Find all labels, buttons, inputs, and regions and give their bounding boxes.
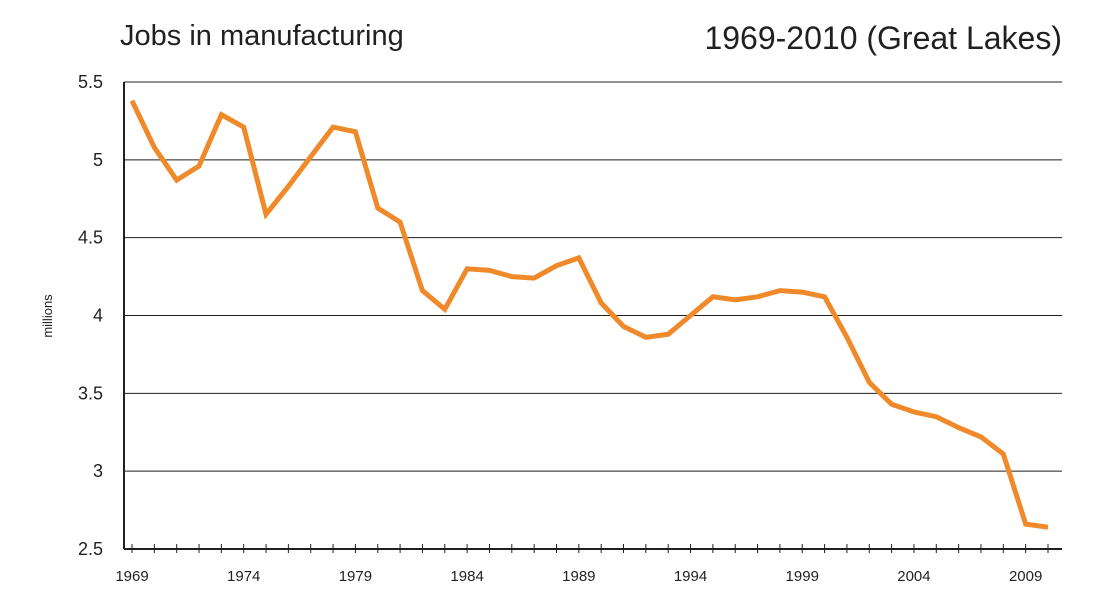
x-tick-label: 1974 (227, 568, 260, 585)
x-tick-label: 1999 (786, 568, 819, 585)
y-tick-label: 3.5 (78, 383, 103, 403)
x-tick-label: 2004 (897, 568, 930, 585)
y-tick-label: 5.5 (78, 72, 103, 92)
x-tick-label: 1994 (674, 568, 707, 585)
x-tick-label: 2009 (1009, 568, 1042, 585)
chart-subtitle: 1969-2010 (Great Lakes) (704, 20, 1062, 56)
x-tick-label: 1969 (115, 568, 148, 585)
series-line (129, 99, 1049, 530)
chart-title: Jobs in manufacturing (120, 20, 404, 52)
y-tick-label: 2.5 (78, 539, 103, 559)
y-tick-label: 5 (93, 150, 103, 170)
y-axis-label: millions (40, 294, 55, 338)
x-tick-label: 1989 (562, 568, 595, 585)
x-tick-label: 1979 (339, 568, 372, 585)
x-tick-label: 1984 (450, 568, 483, 585)
y-tick-label: 4.5 (78, 228, 103, 248)
y-tick-label: 3 (93, 461, 103, 481)
y-tick-label: 4 (93, 306, 103, 326)
